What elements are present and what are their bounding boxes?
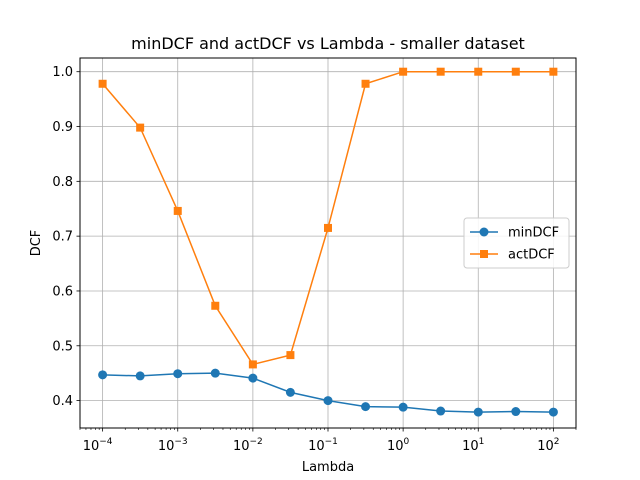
data-point — [361, 79, 370, 88]
data-point — [436, 406, 446, 416]
data-point — [473, 407, 483, 417]
data-point — [135, 371, 145, 381]
data-point — [361, 402, 371, 412]
data-point — [211, 301, 220, 310]
data-point — [173, 369, 183, 379]
y-tick-label: 0.7 — [52, 230, 73, 245]
x-tick-label: 10−3 — [158, 437, 188, 454]
series-actDCF — [98, 67, 558, 369]
data-point — [511, 67, 520, 76]
data-point — [173, 206, 182, 215]
y-tick-label: 0.8 — [52, 175, 73, 190]
series-layer — [98, 67, 558, 417]
series-minDCF — [98, 368, 558, 417]
x-tick-label: 10−1 — [308, 437, 338, 454]
legend-item-minDCF: minDCF — [470, 226, 559, 241]
data-point — [285, 387, 295, 397]
x-axis-label: Lambda — [302, 460, 354, 475]
chart-title: minDCF and actDCF vs Lambda - smaller da… — [131, 34, 525, 53]
data-point — [323, 396, 333, 406]
legend-item-actDCF: actDCF — [470, 248, 555, 263]
data-point — [548, 407, 558, 417]
legend-label: minDCF — [508, 226, 559, 241]
data-point — [248, 360, 257, 369]
y-tick-label: 0.9 — [52, 120, 73, 135]
data-point — [248, 373, 258, 383]
x-tick-label: 101 — [462, 437, 484, 454]
y-axis-ticks: 0.4 0.5 0.6 0.7 0.8 0.9 1.0 — [52, 65, 80, 409]
data-point — [474, 67, 483, 76]
data-point — [98, 370, 108, 380]
x-tick-label: 102 — [537, 437, 559, 454]
x-axis-ticks: 10−4 10−3 10−2 10−1 100 101 102 — [79, 428, 577, 454]
x-tick-label: 100 — [387, 437, 410, 454]
data-point — [511, 407, 521, 417]
x-tick-label: 10−2 — [233, 437, 263, 454]
data-point — [324, 223, 332, 232]
y-axis-label: DCF — [29, 230, 44, 257]
y-tick-label: 1.0 — [52, 65, 73, 80]
data-point — [399, 67, 408, 76]
legend-label: actDCF — [508, 248, 555, 263]
legend-marker — [479, 227, 489, 237]
legend: minDCF actDCF — [463, 217, 570, 269]
legend-marker — [480, 250, 488, 258]
data-point — [286, 351, 295, 360]
data-point — [549, 67, 558, 76]
legend-box — [463, 217, 570, 269]
data-point — [98, 79, 107, 88]
data-point — [136, 123, 145, 132]
data-point — [210, 368, 220, 378]
y-tick-label: 0.4 — [52, 394, 73, 409]
y-tick-label: 0.5 — [52, 339, 73, 354]
y-tick-label: 0.6 — [52, 284, 73, 299]
data-point — [398, 402, 408, 412]
x-tick-label: 10−4 — [83, 437, 113, 454]
data-point — [436, 67, 445, 76]
